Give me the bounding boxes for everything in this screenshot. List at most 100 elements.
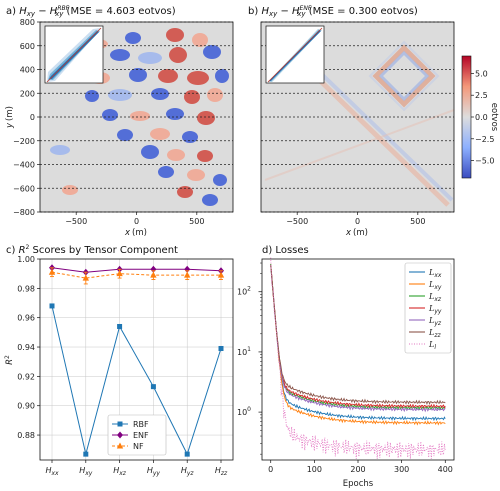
colorbar-label: eotvos	[489, 103, 499, 132]
panel-a-axes: −500 0 500 −800 −600 −400 −200 0 200 400 600 800	[13, 18, 204, 226]
series-line-nf	[51, 271, 221, 279]
y-tick-label: 0.94	[17, 343, 35, 352]
residual-blob	[166, 28, 184, 42]
legend-label: RBF	[133, 420, 149, 429]
residual-blob	[182, 131, 198, 143]
legend-label: Lxz	[428, 292, 442, 303]
residual-blob	[187, 71, 209, 85]
residual-blob	[62, 185, 78, 195]
y-tick-label: −800	[13, 208, 35, 217]
data-point-rbf	[49, 303, 55, 309]
residual-blob	[110, 49, 130, 61]
colorbar: −5.0 −2.5 0.0 2.5 5.0 eotvos	[461, 55, 499, 179]
panel-b-title: b) Hxy − HENF xy (MSE = 0.300 eotvos)	[248, 5, 418, 18]
residual-blob	[184, 90, 200, 104]
colorbar-tick-label: 5.0	[475, 69, 488, 78]
data-point-rbf	[83, 451, 89, 457]
y-tick-label: 0.92	[17, 372, 35, 381]
residual-blob	[197, 150, 213, 162]
colorbar-tick-label: 0.0	[475, 113, 488, 122]
y-tick-label: 0.88	[17, 431, 35, 440]
residual-blob	[177, 186, 193, 198]
loss-curve-yz	[270, 264, 446, 413]
data-point-nf	[150, 271, 157, 278]
x-tick-label: 500	[189, 217, 204, 226]
panel-a: a) Hxy − HRBF xy (MSE = 4.603 eotvos) −50…	[5, 5, 234, 238]
y-tick-label: 0.90	[17, 402, 35, 411]
loss-curve-zz	[270, 264, 446, 406]
x-tick-label: −500	[286, 217, 308, 226]
residual-blob	[192, 33, 208, 47]
residual-blob	[166, 108, 184, 120]
loss-curve-yy	[270, 265, 446, 409]
x-tick-label: Hyy	[147, 466, 161, 477]
panel-d-axes: 0 100 200 300 400 100 101 102	[237, 262, 453, 474]
y-tick-label: 102	[237, 286, 251, 297]
residual-blob	[202, 194, 218, 206]
residual-blob	[129, 68, 147, 82]
legend-marker	[117, 431, 123, 439]
y-tick-label: −600	[13, 184, 35, 193]
data-point-rbf	[218, 345, 224, 351]
y-tick-label: −200	[13, 137, 35, 146]
panel-a-xlabel: x (m)	[124, 228, 147, 238]
y-tick-label: 200	[20, 89, 35, 98]
residual-blob	[215, 69, 229, 83]
y-tick-label: 400	[20, 66, 35, 75]
data-point-nf	[48, 268, 56, 275]
data-point-rbf	[184, 451, 190, 457]
legend-marker	[116, 442, 124, 449]
x-tick-label: 100	[307, 465, 322, 474]
legend-label: Lyz	[428, 316, 442, 327]
residual-blob	[158, 166, 174, 178]
y-tick-label: 0.96	[17, 314, 35, 323]
x-tick-label: 200	[350, 465, 365, 474]
panel-d-xlabel: Epochs	[343, 479, 374, 489]
residual-blob	[197, 111, 215, 125]
residual-blob	[167, 149, 185, 161]
x-tick-label: −500	[65, 217, 87, 226]
y-tick-label: 0.98	[17, 284, 35, 293]
loss-curve-xx	[270, 264, 446, 422]
y-tick-label: 100	[237, 406, 251, 417]
residual-blob	[130, 111, 150, 121]
y-tick-label: 800	[20, 18, 35, 27]
residual-blob	[85, 90, 99, 102]
legend-label: ENF	[133, 431, 149, 440]
residual-blob	[187, 169, 205, 181]
residual-blob	[150, 128, 170, 140]
residual-blob	[169, 47, 187, 63]
x-tick-label: 0	[268, 465, 273, 474]
panel-a-inset	[44, 25, 104, 84]
data-point-nf	[184, 271, 191, 278]
legend-label: Lxy	[428, 280, 442, 291]
residual-blob	[125, 32, 141, 44]
colorbar-gradient	[461, 55, 472, 179]
colorbar-tick-label: 2.5	[475, 91, 488, 100]
residual-blob	[138, 52, 162, 64]
y-tick-label: 600	[20, 42, 35, 51]
panel-d-title: d) Losses	[262, 245, 309, 256]
panel-b-inset	[265, 25, 325, 84]
residual-blob	[203, 45, 221, 59]
x-tick-label: Hyz	[181, 466, 195, 477]
panel-c-ylabel: R2	[4, 355, 15, 365]
panel-b-xlabel: x (m)	[345, 228, 368, 238]
x-tick-label: 300	[394, 465, 409, 474]
residual-blob	[207, 88, 223, 102]
residual-blob	[108, 89, 132, 101]
x-tick-label: 400	[438, 465, 453, 474]
residual-blob	[50, 145, 70, 155]
x-tick-label: Hxy	[79, 466, 93, 477]
panel-c-axes: 0.88 0.90 0.92 0.94 0.96 0.98 1.00 Hxx Hxy Hxz Hyy…	[17, 255, 228, 477]
panel-c-series	[48, 264, 225, 457]
residual-blob	[117, 129, 133, 141]
y-tick-label: −400	[13, 161, 35, 170]
legend-label: Ll	[428, 340, 436, 351]
legend-label: NF	[133, 442, 144, 451]
residual-blob	[213, 174, 227, 186]
data-point-rbf	[150, 384, 156, 390]
y-tick-label: 1.00	[17, 255, 35, 264]
x-tick-label: 0	[355, 217, 360, 226]
